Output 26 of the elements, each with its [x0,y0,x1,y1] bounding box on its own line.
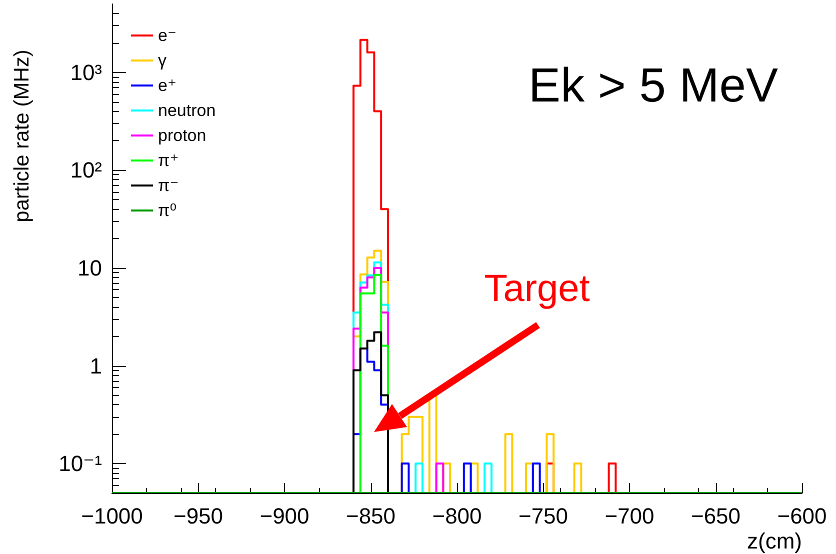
x-tick-label: −600 [777,504,827,528]
y-tick-label: 10² [70,158,102,183]
x-tick-label: −650 [690,504,741,528]
annotation: Ek > 5 MeV [528,60,778,112]
x-tick-label: −900 [260,504,310,528]
x-tick-label: −800 [432,504,482,528]
legend-label: proton [158,126,206,145]
x-tick-label: −950 [173,504,224,528]
x-tick-label: −750 [518,504,568,528]
y-tick-label: 10³ [70,60,102,85]
y-axis-title: particle rate (MHz) [10,50,34,222]
x-tick-label: −1000 [81,504,143,528]
legend-label: neutron [158,101,216,120]
legend-label: π⁺ [158,151,179,170]
x-tick-label: −700 [604,504,654,528]
y-tick-label: 10⁻¹ [58,451,102,476]
legend-label: γ [158,51,167,70]
x-tick-label: −850 [346,504,396,528]
y-tick-label: 10 [78,255,102,280]
legend-label: e⁻ [158,26,176,45]
y-tick-label: 1 [90,353,102,378]
annotation: Target [484,268,590,310]
legend-label: π⁰ [158,201,177,220]
legend-label: e⁺ [158,76,176,95]
legend-label: π⁻ [158,176,179,195]
x-axis-title: z(cm) [747,528,802,554]
